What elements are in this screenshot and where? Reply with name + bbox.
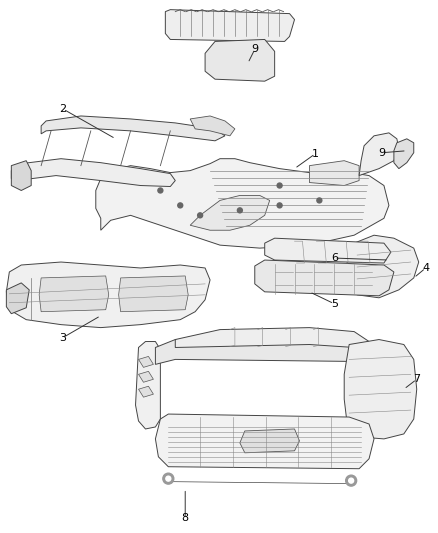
- Polygon shape: [39, 276, 109, 312]
- Polygon shape: [96, 159, 389, 248]
- Polygon shape: [359, 133, 399, 175]
- Polygon shape: [138, 357, 153, 367]
- Polygon shape: [347, 235, 419, 298]
- Circle shape: [346, 475, 357, 486]
- Polygon shape: [175, 328, 369, 348]
- Polygon shape: [155, 340, 374, 365]
- Circle shape: [349, 478, 353, 483]
- Polygon shape: [190, 116, 235, 136]
- Circle shape: [237, 208, 242, 213]
- Text: 9: 9: [251, 44, 258, 54]
- Text: 9: 9: [378, 148, 385, 158]
- Circle shape: [277, 183, 282, 188]
- Text: 1: 1: [312, 149, 319, 159]
- Text: 4: 4: [422, 263, 429, 273]
- Polygon shape: [344, 340, 417, 439]
- Circle shape: [178, 203, 183, 208]
- Polygon shape: [41, 116, 225, 141]
- Text: 7: 7: [413, 374, 420, 384]
- Polygon shape: [240, 429, 300, 453]
- Polygon shape: [190, 196, 270, 230]
- Polygon shape: [135, 342, 160, 429]
- Circle shape: [198, 213, 203, 218]
- Polygon shape: [265, 238, 391, 263]
- Polygon shape: [7, 283, 29, 314]
- Circle shape: [163, 473, 174, 484]
- Text: 3: 3: [60, 333, 67, 343]
- Polygon shape: [155, 414, 374, 469]
- Circle shape: [317, 198, 322, 203]
- Circle shape: [166, 476, 171, 481]
- Polygon shape: [309, 160, 359, 185]
- Text: 6: 6: [331, 253, 338, 263]
- Polygon shape: [165, 10, 294, 42]
- Polygon shape: [11, 160, 31, 190]
- Circle shape: [277, 203, 282, 208]
- Text: 8: 8: [182, 513, 189, 523]
- Polygon shape: [394, 139, 414, 168]
- Circle shape: [158, 188, 163, 193]
- Polygon shape: [138, 372, 153, 382]
- Polygon shape: [138, 386, 153, 397]
- Polygon shape: [119, 276, 188, 312]
- Polygon shape: [7, 262, 210, 328]
- Text: 5: 5: [331, 299, 338, 309]
- Text: 2: 2: [60, 104, 67, 114]
- Polygon shape: [205, 39, 275, 81]
- Polygon shape: [255, 260, 394, 296]
- Polygon shape: [11, 159, 175, 187]
